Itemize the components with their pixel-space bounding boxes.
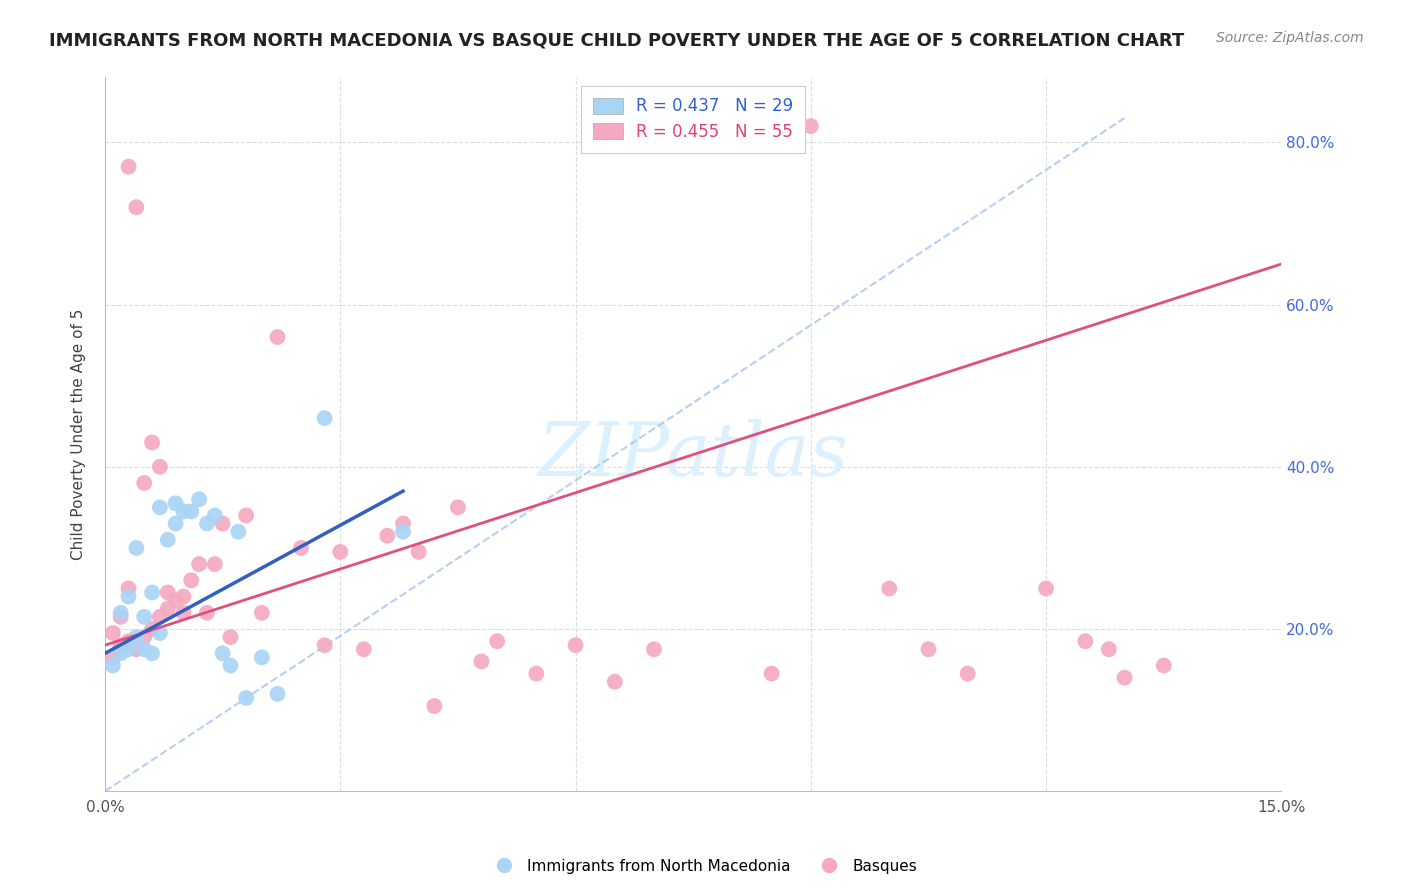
Point xyxy=(392,524,415,539)
Point xyxy=(917,642,939,657)
Point xyxy=(165,593,187,607)
Legend: R = 0.437   N = 29, R = 0.455   N = 55: R = 0.437 N = 29, R = 0.455 N = 55 xyxy=(581,86,806,153)
Point xyxy=(266,687,288,701)
Point xyxy=(165,516,187,531)
Point xyxy=(165,496,187,510)
Point xyxy=(172,606,194,620)
Point xyxy=(188,557,211,571)
Point xyxy=(134,610,156,624)
Point xyxy=(180,574,202,588)
Point xyxy=(101,658,124,673)
Point xyxy=(956,666,979,681)
Point xyxy=(156,533,179,547)
Point xyxy=(204,508,226,523)
Text: IMMIGRANTS FROM NORTH MACEDONIA VS BASQUE CHILD POVERTY UNDER THE AGE OF 5 CORRE: IMMIGRANTS FROM NORTH MACEDONIA VS BASQU… xyxy=(49,31,1184,49)
Point xyxy=(235,508,257,523)
Point xyxy=(800,119,823,133)
Point xyxy=(486,634,509,648)
Point xyxy=(141,435,163,450)
Text: ZIPatlas: ZIPatlas xyxy=(537,419,849,492)
Point xyxy=(149,626,172,640)
Point xyxy=(204,557,226,571)
Point xyxy=(101,650,124,665)
Point xyxy=(423,699,446,714)
Point xyxy=(117,634,139,648)
Point xyxy=(1074,634,1097,648)
Point xyxy=(110,610,132,624)
Point xyxy=(375,529,398,543)
Point xyxy=(117,590,139,604)
Point xyxy=(125,200,148,214)
Point xyxy=(110,606,132,620)
Point xyxy=(149,500,172,515)
Point xyxy=(172,504,194,518)
Point xyxy=(101,626,124,640)
Point xyxy=(603,674,626,689)
Point xyxy=(156,585,179,599)
Point xyxy=(141,585,163,599)
Point xyxy=(117,160,139,174)
Point xyxy=(266,330,288,344)
Point xyxy=(1098,642,1121,657)
Point xyxy=(314,411,336,425)
Point xyxy=(134,642,156,657)
Point xyxy=(219,630,242,644)
Point xyxy=(134,630,156,644)
Point xyxy=(250,606,273,620)
Point xyxy=(110,638,132,652)
Point xyxy=(470,655,492,669)
Point xyxy=(235,690,257,705)
Point xyxy=(314,638,336,652)
Point xyxy=(524,666,547,681)
Point xyxy=(447,500,470,515)
Point xyxy=(172,590,194,604)
Point xyxy=(721,127,744,141)
Point xyxy=(188,492,211,507)
Point xyxy=(141,646,163,660)
Point xyxy=(117,582,139,596)
Point xyxy=(643,642,665,657)
Point xyxy=(149,610,172,624)
Point xyxy=(408,545,430,559)
Point xyxy=(195,516,218,531)
Y-axis label: Child Poverty Under the Age of 5: Child Poverty Under the Age of 5 xyxy=(72,309,86,560)
Point xyxy=(125,630,148,644)
Legend: Immigrants from North Macedonia, Basques: Immigrants from North Macedonia, Basques xyxy=(484,853,922,880)
Point xyxy=(877,582,900,596)
Point xyxy=(125,642,148,657)
Point xyxy=(329,545,352,559)
Point xyxy=(1153,658,1175,673)
Point xyxy=(195,606,218,620)
Point xyxy=(1035,582,1057,596)
Point xyxy=(141,622,163,636)
Point xyxy=(353,642,375,657)
Point xyxy=(211,646,233,660)
Point xyxy=(125,541,148,555)
Point xyxy=(211,516,233,531)
Point xyxy=(134,475,156,490)
Point xyxy=(156,601,179,615)
Point xyxy=(110,646,132,660)
Text: Source: ZipAtlas.com: Source: ZipAtlas.com xyxy=(1216,31,1364,45)
Point xyxy=(564,638,586,652)
Point xyxy=(226,524,249,539)
Point xyxy=(1114,671,1136,685)
Point xyxy=(149,459,172,474)
Point xyxy=(392,516,415,531)
Point xyxy=(761,666,783,681)
Point xyxy=(180,504,202,518)
Point xyxy=(219,658,242,673)
Point xyxy=(290,541,312,555)
Point xyxy=(117,642,139,657)
Point xyxy=(250,650,273,665)
